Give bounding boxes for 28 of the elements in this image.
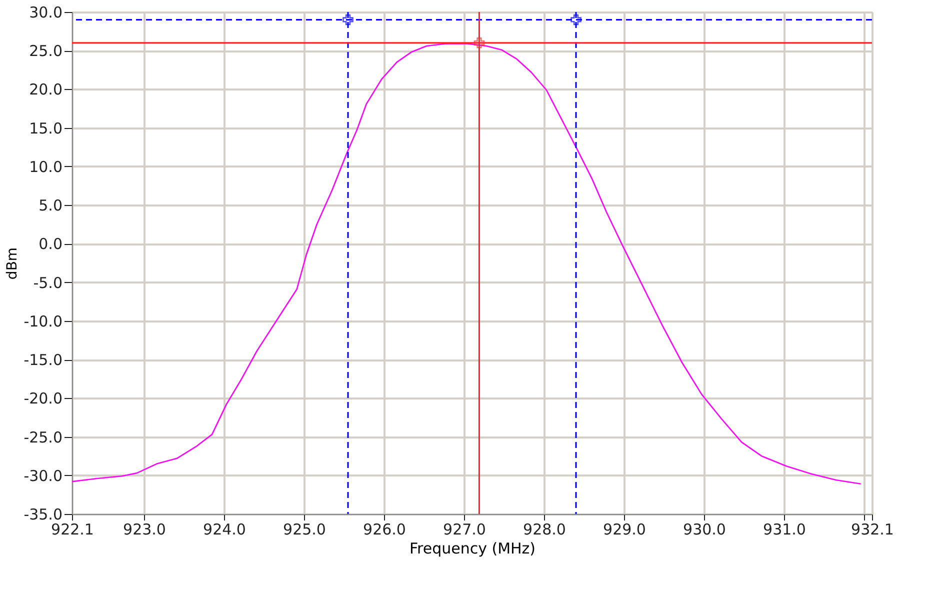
y-tick-label: 20.0: [29, 80, 62, 99]
y-tick-label: 15.0: [29, 119, 62, 138]
x-tick-label: 926.0: [363, 520, 406, 538]
y-tick-label: -25.0: [24, 428, 62, 446]
y-axis-title: dBm: [4, 247, 21, 280]
y-tick-label: -20.0: [24, 390, 62, 408]
y-tick-label: -15.0: [24, 351, 62, 370]
x-tick-label: 931.0: [763, 520, 806, 538]
x-tick-label: 927.0: [443, 520, 486, 538]
y-tick-label: 10.0: [29, 158, 62, 176]
y-tick-label: -5.0: [33, 274, 62, 292]
line-series: [71, 43, 862, 485]
x-axis-title: Frequency (MHz): [409, 540, 536, 558]
x-tick-label: 928.0: [523, 520, 566, 538]
x-tick-label: 924.0: [203, 520, 246, 538]
x-tick-label: 925.0: [283, 520, 326, 538]
x-tick-label: 930.0: [683, 520, 726, 538]
y-tick-label: 5.0: [38, 196, 62, 215]
x-tick-label: 929.0: [603, 520, 646, 538]
y-tick-label: 30.0: [29, 4, 62, 22]
y-tick-label: 25.0: [29, 42, 62, 60]
x-tick-label: 932.1: [851, 520, 894, 538]
y-tick-label: -35.0: [24, 506, 62, 524]
x-tick-label: 922.1: [51, 520, 94, 538]
y-tick-label: -30.0: [24, 466, 62, 485]
y-tick-label: 0.0: [38, 235, 62, 254]
y-tick-label: -10.0: [24, 312, 62, 330]
x-tick-label: 923.0: [123, 520, 166, 538]
